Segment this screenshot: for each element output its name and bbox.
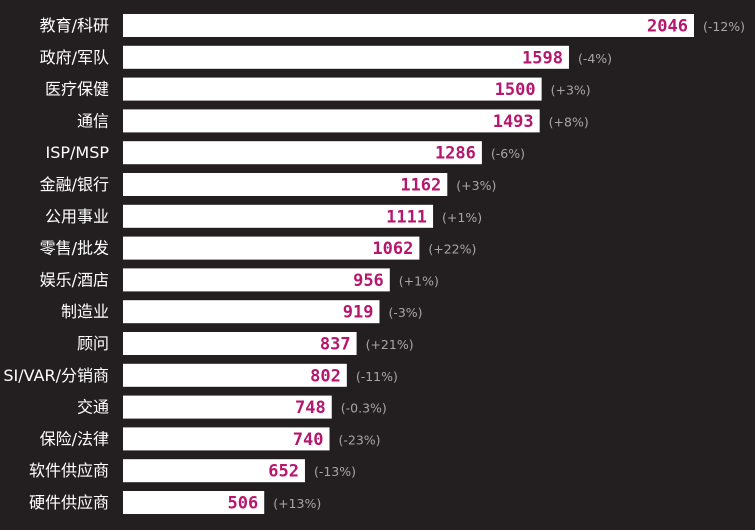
value-label: 1493: [493, 112, 534, 132]
bar: [123, 332, 357, 355]
bar-row: 金融/银行 1162 (+3%): [40, 173, 496, 196]
change-label: (+3%): [456, 178, 496, 193]
bar-row: 保险/法律 740 (-23%): [40, 427, 381, 451]
change-label: (-4%): [578, 51, 612, 66]
category-label: 保险/法律: [40, 429, 109, 448]
bar-row: 零售/批发 1062 (+22%): [40, 236, 476, 260]
bar: [123, 109, 540, 133]
bar: [123, 204, 434, 228]
change-label: (-12%): [703, 19, 745, 34]
category-label: 教育/科研: [40, 16, 109, 35]
category-label: 公用事业: [45, 207, 109, 226]
bar: [123, 268, 390, 292]
bar-row: 教育/科研 2046 (-12%): [40, 14, 745, 37]
value-label: 740: [293, 430, 324, 450]
bar-row: 顾问 837 (+21%): [77, 332, 414, 355]
category-label: 顾问: [77, 334, 109, 353]
bar-row: 制造业 919 (-3%): [61, 300, 423, 324]
bar-row: ISP/MSP 1286 (-6%): [45, 141, 525, 165]
category-label: 硬件供应商: [29, 493, 109, 512]
change-label: (+22%): [428, 242, 476, 257]
bar: [123, 173, 448, 196]
value-label: 748: [295, 398, 326, 418]
value-label: 2046: [647, 17, 688, 37]
category-label: SI/VAR/分销商: [3, 366, 109, 385]
bar: [123, 141, 482, 165]
bar: [123, 236, 420, 260]
bar-row: 通信 1493 (+8%): [77, 109, 589, 133]
category-label: 娱乐/酒店: [40, 270, 109, 289]
value-label: 1500: [495, 80, 536, 100]
bar-row: 交通 748 (-0.3%): [77, 395, 387, 419]
bar: [123, 77, 542, 101]
change-label: (-13%): [314, 464, 356, 479]
bar-row: 硬件供应商 506 (+13%): [29, 491, 321, 514]
category-label: 医疗保健: [45, 80, 109, 99]
change-label: (+21%): [366, 337, 414, 352]
category-label: 通信: [77, 111, 109, 130]
bar-row: 娱乐/酒店 956 (+1%): [40, 268, 439, 292]
value-label: 956: [353, 271, 384, 291]
bar-row: 软件供应商 652 (-13%): [29, 459, 356, 483]
change-label: (+13%): [273, 496, 321, 511]
category-label: 零售/批发: [40, 239, 109, 258]
change-label: (+3%): [551, 83, 591, 98]
change-label: (-11%): [356, 369, 398, 384]
value-label: 1598: [522, 48, 563, 68]
value-label: 1286: [435, 144, 476, 164]
change-label: (-6%): [491, 146, 525, 161]
bar-row: 医疗保健 1500 (+3%): [45, 77, 591, 101]
category-label: 金融/银行: [40, 175, 109, 194]
value-label: 506: [227, 494, 258, 514]
category-label: 交通: [77, 398, 109, 417]
value-label: 1162: [400, 176, 441, 196]
change-label: (-3%): [388, 305, 422, 320]
value-label: 1111: [386, 207, 427, 227]
value-label: 1062: [372, 239, 413, 259]
bar: [123, 300, 380, 324]
bar: [123, 459, 305, 483]
bar: [123, 363, 347, 387]
bar: [123, 427, 330, 451]
bar: [123, 14, 694, 37]
category-label: ISP/MSP: [45, 143, 109, 162]
change-label: (+1%): [442, 210, 482, 225]
bar: [123, 491, 265, 514]
bar: [123, 45, 569, 69]
category-label: 制造业: [61, 302, 109, 321]
change-label: (-0.3%): [341, 401, 387, 416]
change-label: (-23%): [339, 432, 381, 447]
category-label: 软件供应商: [29, 461, 109, 480]
bar-row: 公用事业 1111 (+1%): [45, 204, 482, 228]
bar-row: SI/VAR/分销商 802 (-11%): [3, 363, 398, 387]
value-label: 919: [343, 303, 374, 323]
category-label: 政府/军队: [40, 48, 109, 67]
value-label: 652: [268, 462, 299, 482]
change-label: (+1%): [399, 273, 439, 288]
change-label: (+8%): [549, 114, 589, 129]
bar-row: 政府/军队 1598 (-4%): [40, 45, 612, 69]
bar: [123, 395, 332, 419]
value-label: 837: [320, 335, 351, 355]
value-label: 802: [310, 366, 341, 386]
